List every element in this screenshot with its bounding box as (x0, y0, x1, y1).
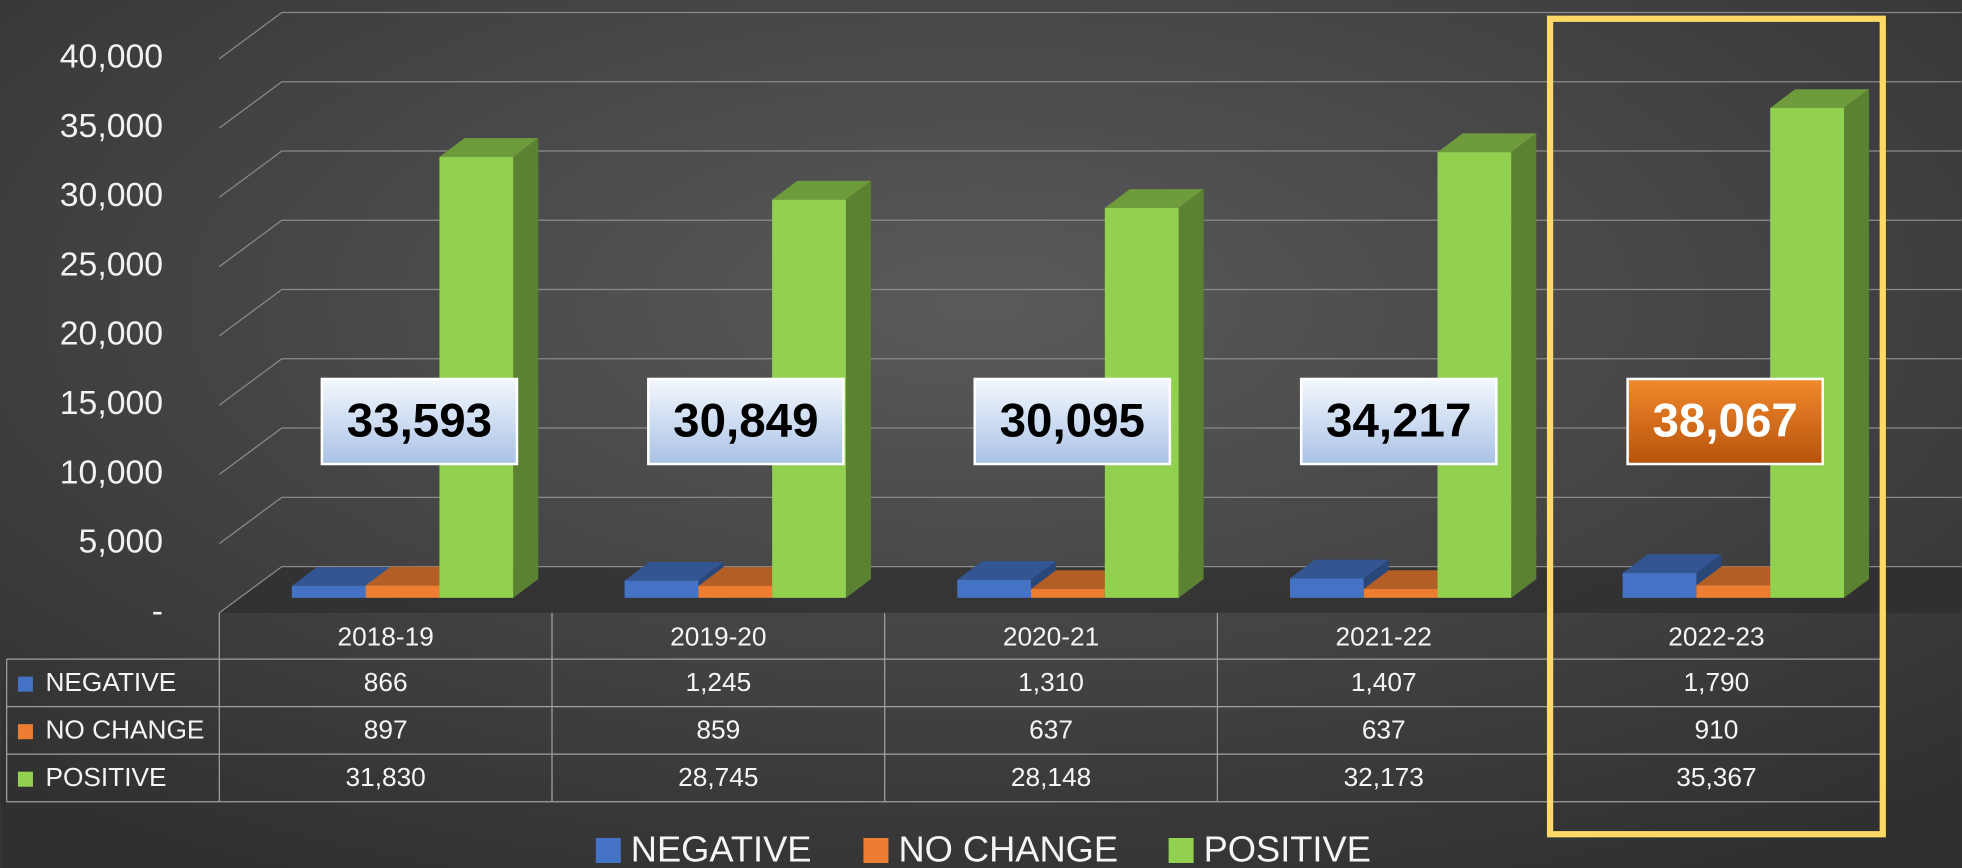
total-label: 38,067 (1653, 395, 1798, 448)
table-value: 28,745 (678, 762, 758, 792)
total-box (647, 377, 845, 466)
legend-label: NEGATIVE (631, 828, 812, 868)
grid-line (218, 150, 1962, 198)
grid-line (218, 565, 1962, 614)
x-tick-label: 2022-23 (1668, 621, 1764, 651)
legend-label: NO CHANGE (898, 828, 1118, 868)
grid-line (218, 11, 1962, 60)
row-label: NEGATIVE (45, 667, 176, 697)
table-value: 31,830 (346, 762, 426, 792)
bar-top (1770, 89, 1870, 108)
legend-key (1168, 837, 1194, 863)
legend-key (17, 724, 33, 740)
table-value: 35,367 (1676, 762, 1756, 792)
total-box (1299, 377, 1498, 466)
table-value: 1,790 (1684, 667, 1750, 697)
bar (698, 585, 773, 598)
y-tick-label: 25,000 (60, 245, 163, 283)
total-label: 30,095 (1000, 395, 1145, 448)
y-tick-label: 20,000 (60, 315, 163, 353)
bar-top (957, 560, 1057, 580)
legend-key (17, 676, 33, 692)
bar-side (513, 138, 539, 598)
bar (291, 585, 366, 598)
bar (439, 156, 514, 598)
plot: - 5,000 10,000 15,000 20,000 25,000 30,000 35,0… (6, 11, 1962, 868)
table-value: 1,407 (1351, 667, 1417, 697)
bar (1696, 585, 1771, 598)
table-value: 637 (1029, 715, 1073, 745)
table-value: 866 (364, 667, 408, 697)
bar (1363, 589, 1438, 598)
row-label: NO CHANGE (45, 715, 204, 745)
total-label: 34,217 (1326, 395, 1471, 448)
table-value: 637 (1362, 715, 1406, 745)
bar-top (1437, 133, 1537, 153)
row-label: POSITIVE (45, 762, 166, 792)
legend-key (17, 771, 33, 787)
x-tick-label: 2019-20 (670, 621, 766, 651)
legend-key (863, 837, 889, 863)
bar (1622, 573, 1697, 598)
y-tick-label: - (152, 592, 163, 630)
bar (1770, 107, 1844, 598)
y-tick-label: 30,000 (60, 176, 163, 214)
x-tick-label: 2020-21 (1003, 621, 1099, 651)
bar (1289, 578, 1364, 598)
bar-top (1622, 554, 1722, 574)
y-tick-label: 10,000 (60, 453, 163, 491)
x-tick-label: 2018-19 (337, 621, 433, 651)
table-value: 32,173 (1344, 762, 1424, 792)
bar-side (845, 180, 871, 598)
bar (1031, 589, 1105, 598)
table-value: 1,245 (685, 667, 751, 697)
grid-line (218, 288, 1962, 337)
bar (624, 580, 699, 598)
total-box (320, 377, 519, 466)
bar-side (1511, 133, 1537, 598)
highlight-frame (1546, 15, 1886, 838)
legend-key (595, 837, 621, 863)
table-value: 28,148 (1011, 762, 1091, 792)
y-tick-label: 15,000 (60, 384, 163, 422)
total-label: 33,593 (347, 395, 492, 448)
bar (957, 579, 1032, 598)
y-tick-label: 5,000 (79, 523, 163, 561)
bar (365, 585, 440, 598)
y-tick-label: 40,000 (60, 38, 163, 76)
grid-line (218, 81, 1962, 129)
total-label: 30,849 (673, 395, 818, 448)
bar (1437, 152, 1512, 598)
bar-top (439, 138, 539, 157)
legend-label: POSITIVE (1204, 828, 1371, 868)
x-tick-label: 2021-22 (1336, 621, 1432, 651)
bar-top (772, 180, 871, 200)
bar-top (624, 561, 724, 581)
grid-line (218, 358, 1962, 406)
table-value: 1,310 (1018, 667, 1084, 697)
table-value: 910 (1695, 715, 1739, 745)
grid-line (218, 496, 1962, 545)
bar-top (291, 567, 391, 586)
bar-top (1289, 559, 1389, 579)
total-box (973, 377, 1172, 466)
bar-top (1104, 189, 1204, 208)
bar-side (1843, 89, 1870, 598)
total-box (1626, 377, 1824, 466)
table-value: 859 (696, 715, 740, 745)
grid-line (218, 219, 1962, 268)
y-tick-label: 35,000 (60, 107, 163, 145)
table-value: 897 (364, 715, 408, 745)
bar-side (1178, 189, 1204, 598)
